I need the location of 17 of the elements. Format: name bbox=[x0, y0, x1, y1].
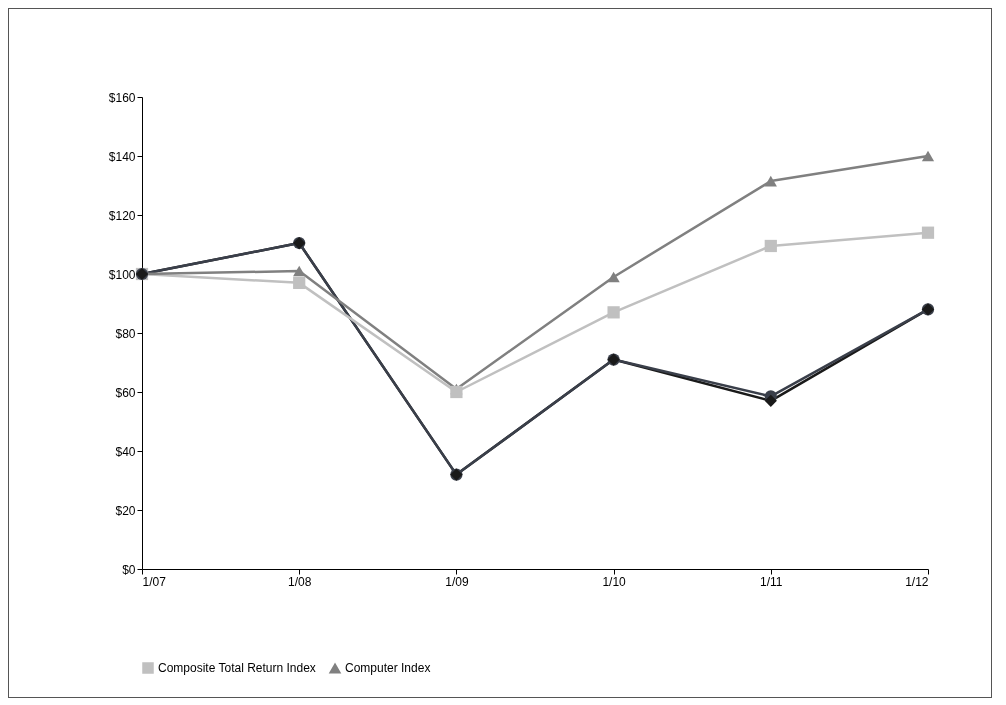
x-tick-label: 1/11 bbox=[760, 574, 783, 589]
x-tick-label: 1/10 bbox=[602, 574, 627, 589]
y-tick-label: $60 bbox=[115, 385, 136, 400]
legend-label: Computer Index bbox=[345, 661, 431, 676]
x-tick-label: 1/09 bbox=[445, 574, 469, 589]
y-tick-label: $140 bbox=[108, 149, 136, 164]
legend-label: Composite Total Return Index bbox=[158, 661, 316, 675]
y-tick-label: $20 bbox=[115, 503, 136, 518]
x-tick-label: 1/12 bbox=[905, 574, 929, 589]
y-tick-label: $120 bbox=[108, 208, 136, 223]
y-tick-label: $0 bbox=[122, 562, 136, 577]
y-tick-label: $100 bbox=[108, 267, 136, 282]
y-tick-label: $160 bbox=[108, 90, 136, 105]
y-tick-label: $40 bbox=[115, 444, 136, 459]
x-tick-label: 1/07 bbox=[142, 574, 167, 589]
x-tick-label: 1/08 bbox=[288, 574, 312, 589]
y-tick-label: $80 bbox=[115, 326, 136, 341]
